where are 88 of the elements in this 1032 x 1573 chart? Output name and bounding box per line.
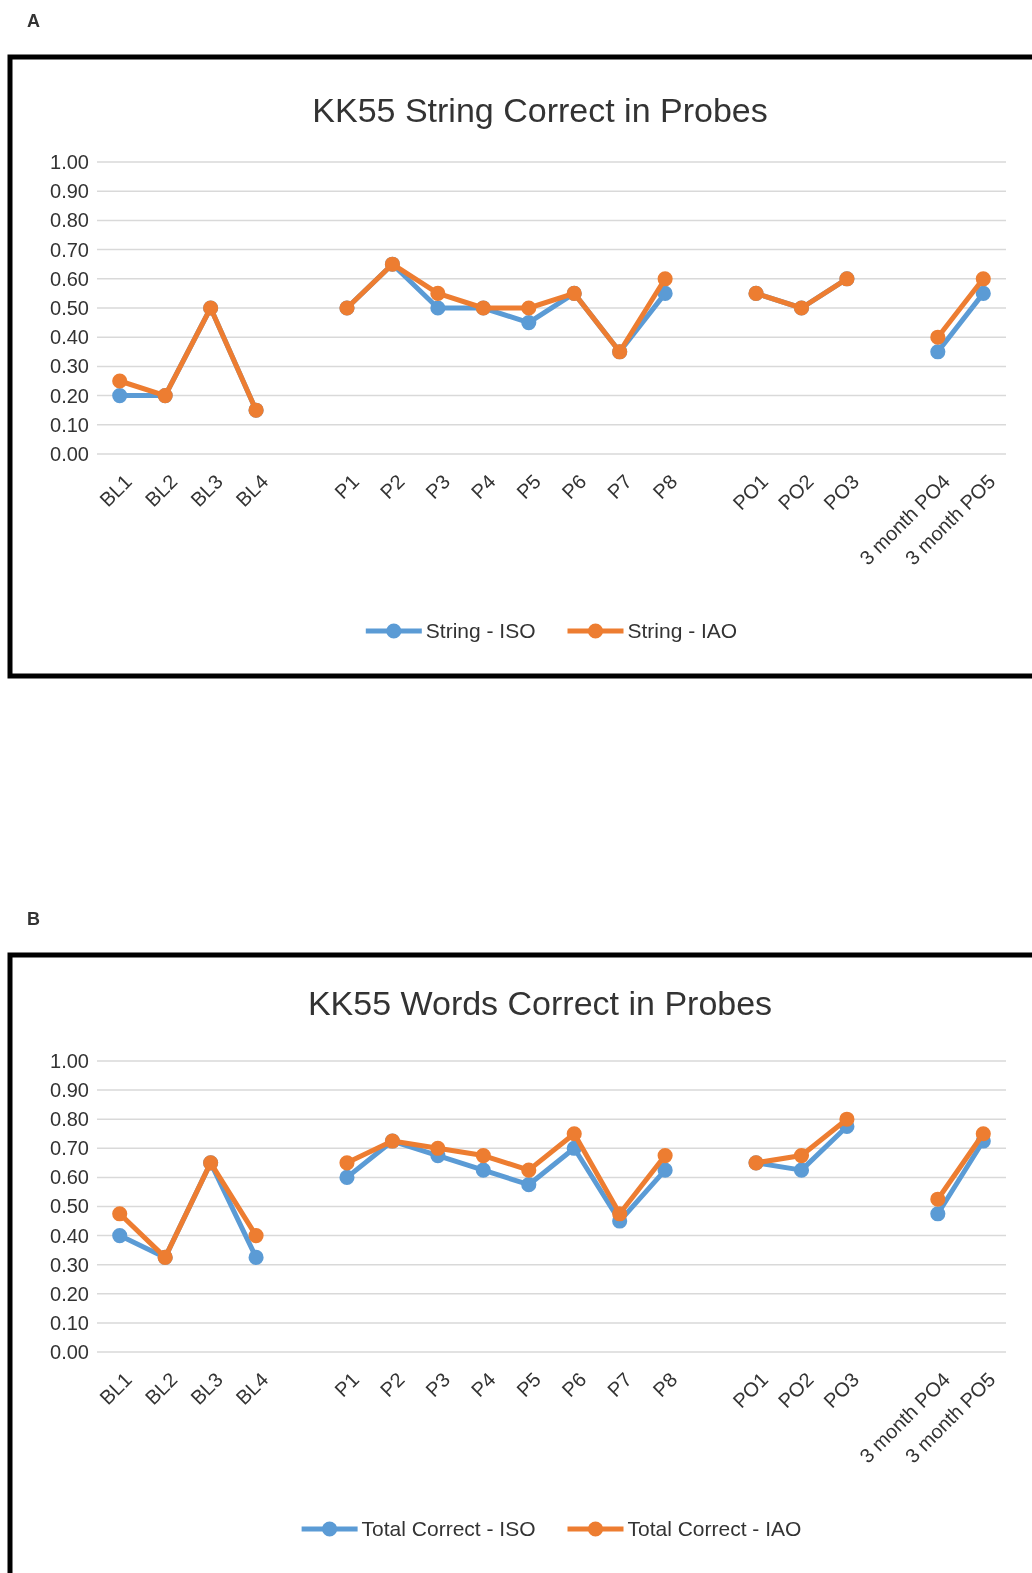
x-tick-label: P2 xyxy=(375,470,409,504)
y-tick-label: 0.80 xyxy=(50,1108,89,1131)
x-tick-label: BL2 xyxy=(140,1368,182,1409)
text: B xyxy=(27,909,40,929)
y-tick-label: 0.30 xyxy=(50,1253,89,1276)
point xyxy=(930,1206,946,1222)
text: A xyxy=(27,11,40,31)
point xyxy=(657,1162,673,1178)
point xyxy=(112,1206,128,1222)
x-tick-label: P6 xyxy=(557,1368,591,1402)
point xyxy=(521,1162,537,1178)
chart-title: KK55 String Correct in Probes xyxy=(312,91,768,129)
point xyxy=(112,1228,128,1244)
x-tick-label: PO1 xyxy=(728,1368,773,1413)
point xyxy=(657,1148,673,1164)
x-tick-label: BL3 xyxy=(186,470,227,511)
point xyxy=(339,1155,355,1171)
point xyxy=(430,1140,446,1156)
y-tick-label: 0.70 xyxy=(50,1137,89,1160)
y-tick-label: 0.50 xyxy=(50,1195,89,1218)
point xyxy=(975,1126,991,1142)
point xyxy=(430,285,446,301)
point xyxy=(475,1148,491,1164)
x-tick-label: P7 xyxy=(603,1368,636,1402)
point xyxy=(521,315,537,331)
point xyxy=(112,388,128,404)
point xyxy=(930,1191,946,1207)
legend-label: Total Correct - IAO xyxy=(627,1517,802,1540)
x-tick-label: BL4 xyxy=(231,1368,273,1409)
y-tick-label: 0.30 xyxy=(50,355,89,378)
y-tick-label: 0.90 xyxy=(50,180,89,203)
x-tick-label: P4 xyxy=(466,470,500,504)
point xyxy=(793,1148,810,1164)
x-tick-label: PO1 xyxy=(728,470,773,515)
point xyxy=(975,285,991,301)
x-tick-label: P5 xyxy=(512,470,546,504)
x-tick-label: BL2 xyxy=(140,470,182,511)
y-tick-label: 0.60 xyxy=(50,1166,89,1189)
point xyxy=(657,271,673,287)
point xyxy=(930,344,946,360)
point xyxy=(112,373,128,389)
chart-title: KK55 Words Correct in Probes xyxy=(307,984,773,1022)
x-tick-label: BL4 xyxy=(231,470,273,511)
y-tick-label: 0.90 xyxy=(50,1079,89,1101)
x-tick-label: P8 xyxy=(648,1368,682,1402)
y-tick-label: 0.80 xyxy=(50,209,89,232)
point xyxy=(566,1126,582,1142)
x-tick-label: P5 xyxy=(512,1368,546,1402)
point xyxy=(521,1177,537,1193)
point xyxy=(430,300,446,316)
legend-label: String - IAO xyxy=(627,619,738,642)
point xyxy=(248,1249,264,1265)
legend-label: Total Correct - ISO xyxy=(361,1517,536,1540)
legend-label: String - ISO xyxy=(425,619,536,642)
y-tick-label: 1.00 xyxy=(50,1049,89,1072)
point xyxy=(521,300,537,316)
x-tick-label: P3 xyxy=(421,470,455,504)
point xyxy=(975,271,991,287)
x-tick-label: P2 xyxy=(375,1368,409,1402)
point xyxy=(793,1162,810,1178)
y-tick-label: 0.10 xyxy=(50,413,89,436)
y-tick-label: 0.40 xyxy=(50,1224,89,1247)
x-tick-label: P4 xyxy=(466,1368,500,1402)
point xyxy=(930,329,946,345)
y-tick-label: 0.00 xyxy=(50,1340,89,1363)
x-tick-label: P1 xyxy=(330,1368,364,1402)
y-tick-label: 0.00 xyxy=(50,442,89,465)
point xyxy=(612,1206,628,1222)
y-tick-label: 0.50 xyxy=(50,296,89,319)
point xyxy=(475,1162,491,1178)
x-tick-label: P7 xyxy=(603,470,636,504)
x-tick-label: BL1 xyxy=(95,470,136,511)
x-tick-label: BL3 xyxy=(186,1368,227,1409)
point xyxy=(339,1169,355,1185)
x-tick-label: P8 xyxy=(648,470,682,504)
y-tick-label: 0.20 xyxy=(50,1282,89,1305)
point xyxy=(248,1228,264,1244)
x-tick-label: BL1 xyxy=(95,1368,136,1409)
y-tick-label: 0.20 xyxy=(50,384,89,407)
x-tick-label: P1 xyxy=(330,470,364,504)
y-tick-label: 0.40 xyxy=(50,326,89,349)
y-tick-label: 1.00 xyxy=(50,150,89,173)
y-tick-label: 0.60 xyxy=(50,267,89,290)
point xyxy=(839,1111,855,1127)
x-tick-label: P3 xyxy=(421,1368,455,1402)
y-tick-label: 0.70 xyxy=(50,238,89,261)
y-tick-label: 0.10 xyxy=(50,1311,89,1334)
x-tick-label: P6 xyxy=(557,470,591,504)
